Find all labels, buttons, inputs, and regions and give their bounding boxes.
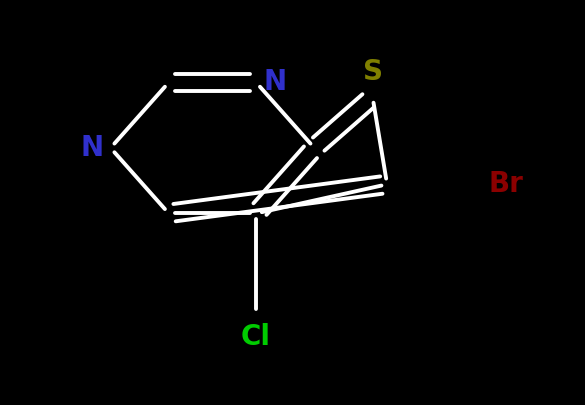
Text: Br: Br	[489, 171, 524, 198]
Text: N: N	[80, 134, 104, 162]
Text: Cl: Cl	[241, 323, 271, 351]
Text: S: S	[363, 58, 383, 86]
Text: N: N	[263, 68, 287, 96]
